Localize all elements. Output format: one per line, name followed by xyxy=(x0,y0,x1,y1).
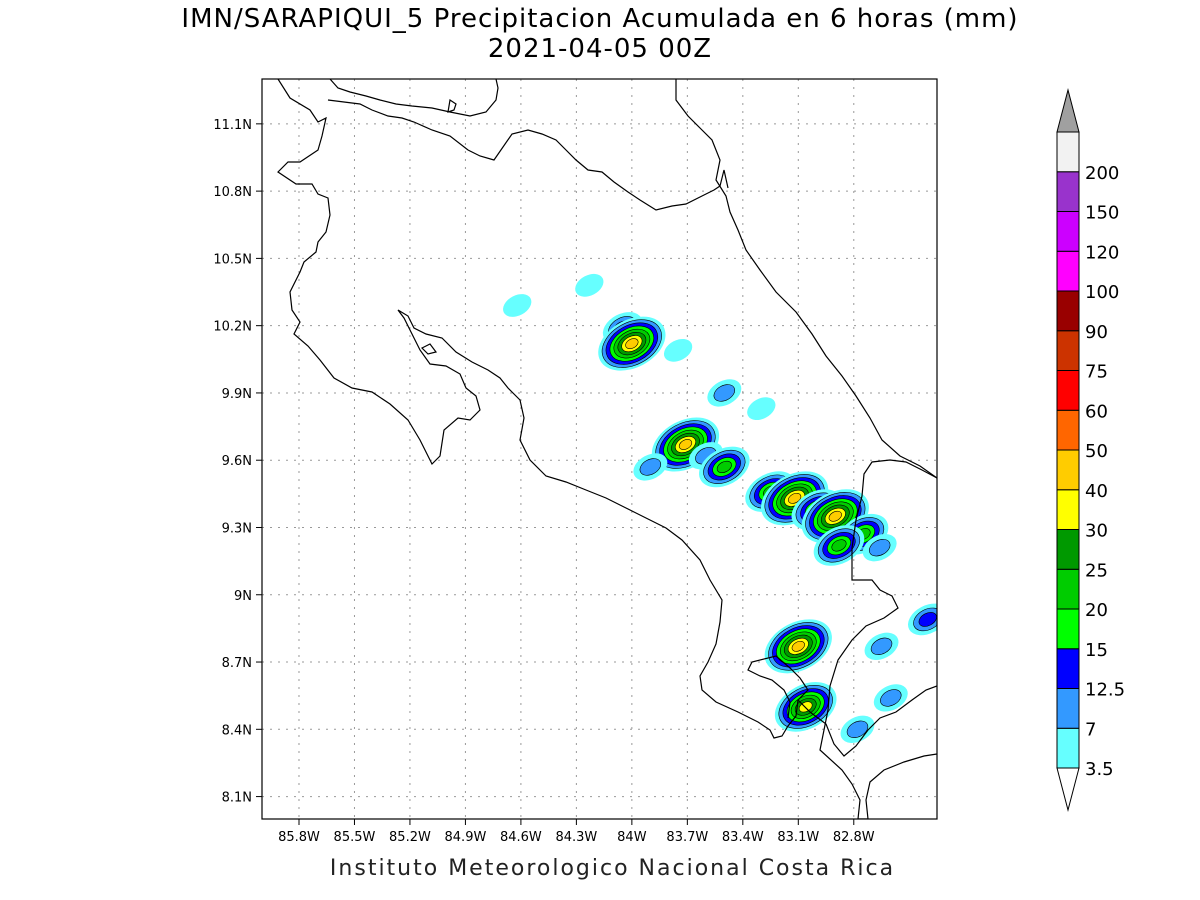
precipitation-contours xyxy=(503,273,937,743)
y-tick-label: 11.1N xyxy=(213,118,252,133)
footer-credit: Instituto Meteorologico Nacional Costa R… xyxy=(329,856,896,881)
colorbar-label: 90 xyxy=(1085,322,1108,343)
colorbar-label: 75 xyxy=(1085,362,1108,383)
colorbar-label: 150 xyxy=(1085,203,1119,224)
colorbar-label: 60 xyxy=(1085,401,1108,422)
x-tick-label: 85.2W xyxy=(389,830,431,845)
colorbar-label: 7 xyxy=(1085,719,1096,740)
latitude-tick-labels: 8.1N 8.4N 8.7N 9N 9.3N 9.6N 9.9N 10.2N 10.5N 10.8… xyxy=(213,118,262,806)
colorbar-over-arrow xyxy=(1056,88,1080,133)
country-outline xyxy=(277,79,809,739)
colorbar-swatch xyxy=(1056,211,1080,252)
colorbar-swatch xyxy=(1056,489,1080,530)
precip-contour xyxy=(716,460,732,474)
colorbar-label: 15 xyxy=(1085,640,1108,661)
colorbar-label: 3.5 xyxy=(1085,759,1114,780)
lake-nicaragua-shore xyxy=(329,79,499,117)
precip-contour xyxy=(870,637,893,655)
map-plot-area xyxy=(262,79,937,819)
y-tick-label: 10.5N xyxy=(213,252,252,267)
precip-contour xyxy=(880,689,902,707)
precip-contour xyxy=(575,273,604,297)
precip-contour xyxy=(747,397,776,421)
island-outline xyxy=(447,98,457,113)
x-tick-label: 84.3W xyxy=(555,830,597,845)
colorbar-swatch xyxy=(1056,529,1080,570)
map-title: IMN/SARAPIQUI_5 Precipitacion Acumulada … xyxy=(181,4,1019,34)
longitude-tick-labels: 85.8W 85.5W 85.2W 84.9W 84.6W 84.3W 84W 83.7W 83… xyxy=(278,819,875,845)
nicaragua-border xyxy=(327,99,729,211)
precip-contour xyxy=(791,640,805,652)
colorbar-swatch xyxy=(1056,648,1080,689)
colorbar-swatch xyxy=(1056,171,1080,212)
precip-contour xyxy=(503,294,532,317)
caribbean-coast xyxy=(675,79,937,479)
y-tick-label: 10.2N xyxy=(213,320,252,335)
map-frame xyxy=(261,78,938,820)
x-tick-label: 84.9W xyxy=(445,830,487,845)
y-tick-label: 8.4N xyxy=(222,723,252,738)
x-tick-label: 84.6W xyxy=(500,830,542,845)
map-subtitle-date: 2021-04-05 00Z xyxy=(487,34,713,64)
colorbar-swatch xyxy=(1056,688,1080,729)
colorbar-label: 20 xyxy=(1085,600,1108,621)
colorbar-label: 200 xyxy=(1085,163,1119,184)
colorbar-legend: 3.5 7 12.5 15 20 25 30 40 50 60 75 90 100 120 150 200 xyxy=(1056,88,1125,812)
coastline-and-borders xyxy=(277,79,937,819)
colorbar-swatch xyxy=(1056,370,1080,411)
colorbar-swatch xyxy=(1056,727,1080,769)
colorbar-swatch xyxy=(1056,409,1080,451)
colorbar-label: 120 xyxy=(1085,242,1119,263)
x-tick-label: 83.1W xyxy=(777,830,819,845)
precip-contour xyxy=(663,338,693,362)
y-tick-label: 8.7N xyxy=(222,656,252,671)
y-tick-label: 9.3N xyxy=(222,521,252,536)
precip-contour xyxy=(788,492,802,504)
precip-contour xyxy=(868,539,891,557)
panama-border xyxy=(819,459,937,819)
x-tick-label: 84W xyxy=(617,830,647,845)
precip-contour xyxy=(918,612,937,627)
colorbar-label: 25 xyxy=(1085,560,1108,581)
x-tick-label: 83.4W xyxy=(722,830,764,845)
gulf-island xyxy=(420,343,438,355)
y-tick-label: 8.1N xyxy=(222,791,252,806)
y-tick-label: 10.8N xyxy=(213,185,252,200)
precip-contour xyxy=(639,458,662,476)
x-tick-label: 83.7W xyxy=(666,830,708,845)
colorbar-swatch xyxy=(1056,608,1080,650)
y-tick-label: 9.9N xyxy=(222,387,252,402)
precip-contour xyxy=(828,510,842,522)
x-tick-label: 85.8W xyxy=(278,830,320,845)
colorbar-label: 100 xyxy=(1085,282,1119,303)
precip-contour xyxy=(846,720,869,738)
x-tick-label: 82.8W xyxy=(833,830,875,845)
colorbar-swatch xyxy=(1056,330,1080,371)
colorbar-swatch xyxy=(1056,449,1080,491)
colorbar-swatch xyxy=(1056,568,1080,610)
colorbar-under-arrow xyxy=(1056,767,1080,812)
colorbar-swatch xyxy=(1056,131,1080,173)
y-tick-label: 9.6N xyxy=(222,454,252,469)
x-tick-label: 85.5W xyxy=(334,830,376,845)
colorbar-swatch xyxy=(1056,250,1080,292)
y-tick-label: 9N xyxy=(234,589,252,604)
precip-contour xyxy=(678,439,693,450)
osa-peninsula xyxy=(797,685,937,757)
colorbar-label: 40 xyxy=(1085,481,1108,502)
colorbar-swatch xyxy=(1056,290,1080,332)
precip-contour xyxy=(831,539,847,552)
precip-contour xyxy=(713,384,736,402)
precip-contour xyxy=(625,338,639,349)
colorbar-label: 50 xyxy=(1085,441,1108,462)
colorbar-label: 30 xyxy=(1085,521,1108,542)
colorbar-label: 12.5 xyxy=(1085,680,1125,701)
